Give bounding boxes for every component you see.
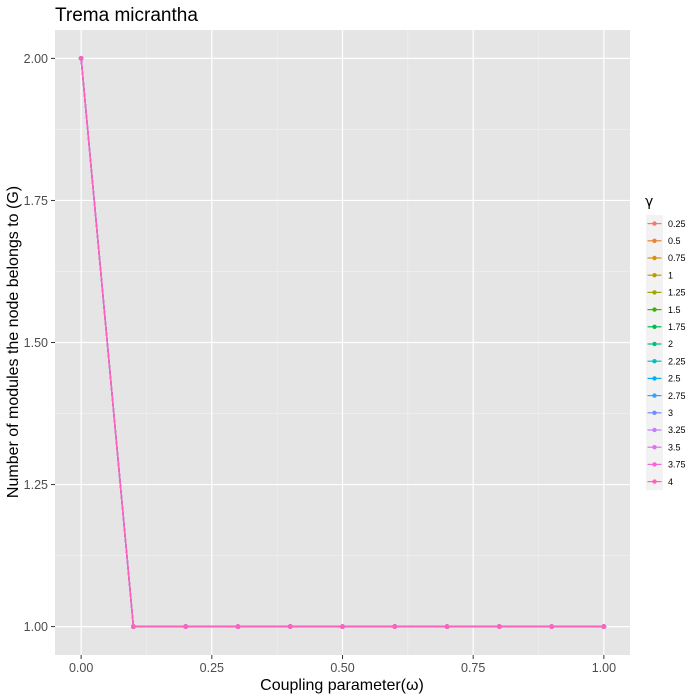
legend-label: 1.5 [668,305,681,315]
x-tick-label: 0.75 [461,661,485,675]
legend-key-point [652,255,657,261]
legend-key-background [646,215,663,491]
data-point [131,624,136,629]
legend-key-point [652,427,657,433]
legend-item: 4 [647,477,673,487]
y-tick-label: 1.00 [24,620,48,634]
legend-key-point [652,324,657,329]
legend-key-point [652,238,657,243]
legend-label: 3 [668,408,673,418]
legend-item: 2.5 [647,374,681,384]
x-tick-label: 0.50 [330,661,354,675]
legend-key-point [652,462,657,467]
legend-label: 1.25 [668,288,686,298]
legend-key-point [652,341,657,347]
legend-label: 2.5 [668,374,681,384]
legend-item: 0.75 [647,253,686,263]
legend-key-point [652,273,657,278]
data-point [340,624,345,629]
legend-item: 0.25 [647,219,686,229]
legend-label: 0.25 [668,219,686,229]
legend-label: 3.25 [668,425,686,435]
y-axis: 1.00 1.25 1.50 1.75 2.00 [24,52,55,634]
legend-item: 0.5 [647,236,681,246]
legend-item: 2.25 [647,356,686,366]
y-tick-label: 2.00 [24,52,48,66]
legend-item: 1.5 [647,305,681,315]
legend-item: 3.25 [647,425,686,435]
legend: γ 0.25 0.5 0.75 1 1.25 1.5 1.75 2 2.25 2.5 2.75 3 3.… [645,194,686,491]
legend-item: 1 [647,270,673,280]
legend-key-point [652,307,657,312]
series-4 [78,56,607,629]
legend-item: 2 [647,339,673,349]
data-point [549,624,554,629]
legend-item: 3.75 [647,460,686,470]
chart-title: Trema micrantha [55,5,198,26]
legend-key-point [652,359,657,364]
legend-label: 0.5 [668,236,681,246]
legend-key-point [652,376,657,381]
legend-item: 2.75 [647,391,686,401]
data-point [287,624,293,629]
data-point [601,624,607,629]
x-tick-label: 0.00 [69,661,93,675]
y-axis-title: Number of modules the node belongs to (G… [5,186,22,498]
legend-key-point [652,479,657,484]
legend-key-point [652,410,657,415]
legend-label: 2 [668,339,673,349]
legend-item: 3 [647,408,673,418]
series-layer [78,56,607,629]
data-point [497,624,502,629]
x-axis: 0.00 0.25 0.50 0.75 1.00 [69,655,616,675]
legend-key-point [652,221,657,226]
y-tick-label: 1.50 [24,336,48,350]
legend-title: γ [645,194,653,210]
y-tick-label: 1.75 [24,194,48,208]
legend-label: 0.75 [668,253,686,263]
legend-label: 3.5 [668,442,681,452]
legend-label: 2.25 [668,356,686,366]
x-axis-title: Coupling parameter(ω) [260,677,424,694]
legend-label: 4 [668,477,673,487]
legend-key-point [652,393,657,398]
data-point [392,624,398,629]
data-point [183,624,188,629]
legend-key-point [652,290,657,295]
data-point [235,624,241,629]
data-point [78,56,84,61]
legend-label: 2.75 [668,391,686,401]
legend-item: 1.75 [647,322,686,332]
legend-label: 1 [668,270,673,280]
x-tick-label: 0.25 [200,661,224,675]
legend-key-point [652,445,657,450]
y-tick-label: 1.25 [24,478,48,492]
legend-label: 1.75 [668,322,686,332]
legend-item: 3.5 [647,442,681,452]
legend-label: 3.75 [668,460,686,470]
legend-item: 1.25 [647,288,686,298]
data-point [444,624,450,629]
x-tick-label: 1.00 [592,661,616,675]
